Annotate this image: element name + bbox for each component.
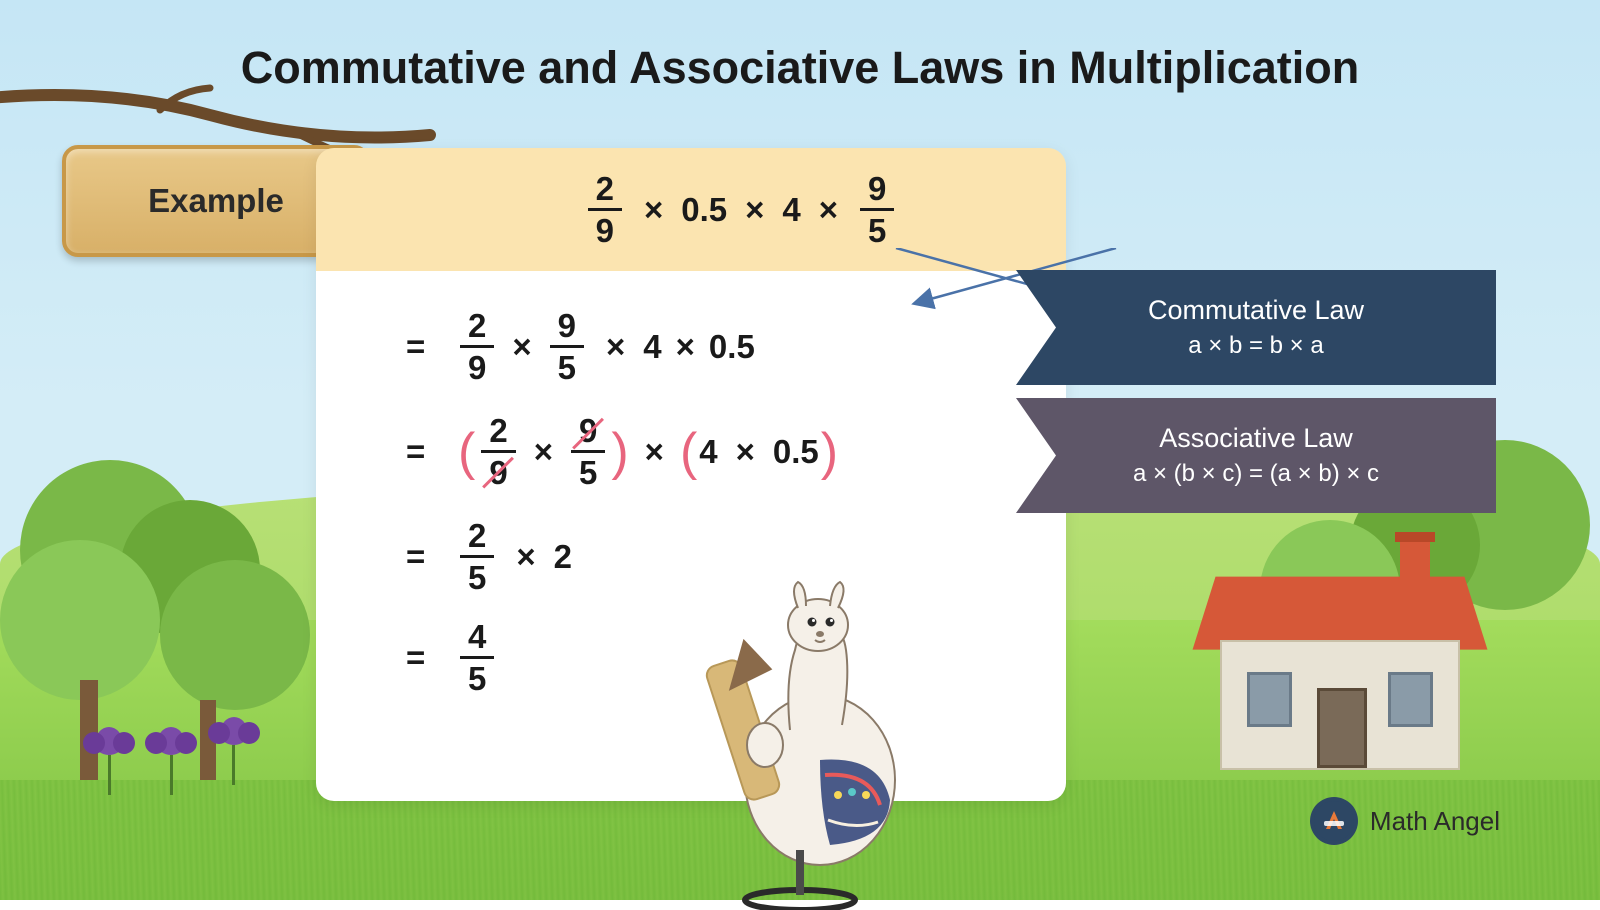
step-1-commutative: = 29 × 95 × 4 × 0.5 [406, 309, 1026, 384]
step-3-simplified: = 25 × 2 [406, 519, 1026, 594]
example-sign-label: Example [148, 182, 284, 220]
trees-left-cluster [0, 400, 350, 780]
step-4-result: = 45 [406, 620, 1026, 695]
page-title: Commutative and Associative Laws in Mult… [0, 42, 1600, 94]
brand-text: Math Angel [1370, 806, 1500, 837]
commutative-law-formula: a × b = b × a [1188, 332, 1323, 360]
panel-header: 29 × 0.5 × 4 × 95 [316, 148, 1066, 271]
house-illustration [1220, 570, 1460, 770]
associative-law-formula: a × (b × c) = (a × b) × c [1133, 460, 1379, 488]
commutative-law-title: Commutative Law [1148, 295, 1364, 326]
step-2-associative: = ( 29 × 95 ) × ( 4 × 0.5 ) [406, 414, 1026, 489]
worked-example-panel: 29 × 0.5 × 4 × 95 = 29 × 95 × 4 × 0.5 = … [316, 148, 1066, 801]
panel-body: = 29 × 95 × 4 × 0.5 = ( 29 × 95 ) × ( 4 … [316, 271, 1066, 801]
commutative-law-box: Commutative Law a × b = b × a [1016, 270, 1496, 385]
associative-law-title: Associative Law [1159, 423, 1353, 454]
brand-badge: Math Angel [1310, 797, 1500, 845]
flowers-decoration [80, 727, 263, 800]
brand-icon [1310, 797, 1358, 845]
associative-law-box: Associative Law a × (b × c) = (a × b) × … [1016, 398, 1496, 513]
expression-original: 29 × 0.5 × 4 × 95 [456, 172, 1026, 247]
